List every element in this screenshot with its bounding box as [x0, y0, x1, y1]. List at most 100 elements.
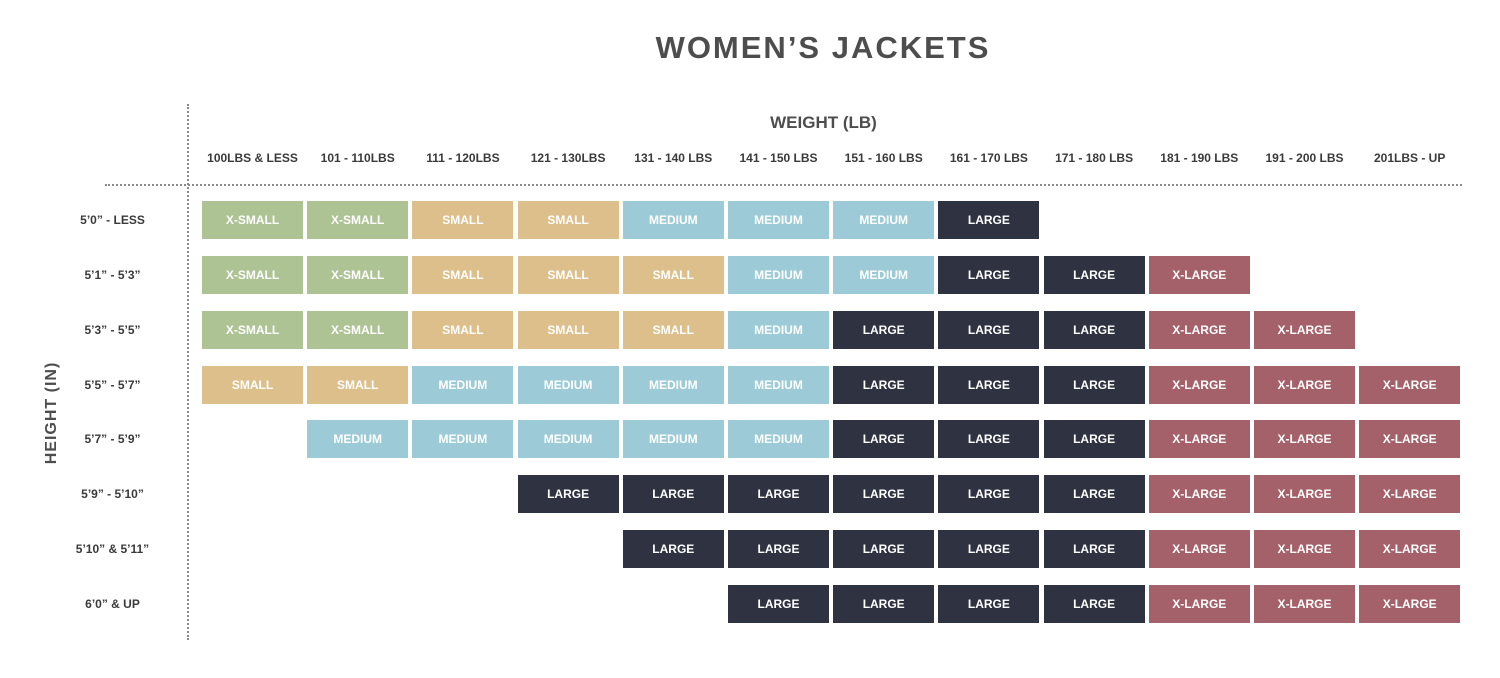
size-cell-large: LARGE: [833, 584, 935, 623]
height-row-header: 5’10” & 5’11”: [75, 542, 150, 557]
size-cell-x-large: X-LARGE: [1254, 584, 1355, 623]
height-row-header: 6’0” & UP: [85, 596, 140, 611]
size-cell-small: SMALL: [412, 201, 514, 239]
size-cell-x-small: X-SMALL: [202, 255, 303, 294]
size-cell-small: SMALL: [412, 310, 514, 349]
size-cell-x-large: X-LARGE: [1359, 475, 1461, 514]
size-cell-x-large: X-LARGE: [1148, 420, 1250, 459]
size-cell-medium: MEDIUM: [833, 255, 935, 294]
size-cell-large: LARGE: [728, 530, 829, 569]
weight-column-header: 121 - 130LBS: [530, 151, 606, 165]
size-cell-large: LARGE: [728, 584, 829, 623]
size-cell-x-small: X-SMALL: [307, 201, 409, 239]
size-cell-large: LARGE: [833, 420, 935, 459]
size-cell-large: LARGE: [1043, 475, 1145, 514]
height-row-header: 5’3” - 5’5”: [84, 322, 141, 337]
size-cell-medium: MEDIUM: [833, 201, 935, 239]
size-cell-large: LARGE: [1043, 255, 1145, 294]
size-cell-large: LARGE: [1043, 310, 1145, 349]
size-cell-small: SMALL: [517, 310, 619, 349]
size-cell-small: SMALL: [412, 255, 514, 294]
size-cell-large: LARGE: [517, 475, 619, 514]
size-cell-large: LARGE: [833, 365, 935, 404]
size-cell-x-large: X-LARGE: [1254, 530, 1355, 569]
size-cell-large: LARGE: [728, 475, 829, 514]
size-cell-large: LARGE: [938, 365, 1040, 404]
weight-column-header: 151 - 160 LBS: [844, 151, 923, 165]
size-cell-medium: MEDIUM: [728, 255, 829, 294]
size-cell-x-large: X-LARGE: [1359, 365, 1461, 404]
size-cell-large: LARGE: [622, 530, 724, 569]
weight-column-header: 171 - 180 LBS: [1055, 151, 1134, 165]
size-cell-x-small: X-SMALL: [202, 201, 303, 239]
size-cell-medium: MEDIUM: [728, 201, 829, 239]
weight-column-header: 181 - 190 LBS: [1160, 151, 1239, 165]
size-cell-medium: MEDIUM: [517, 365, 619, 404]
size-cell-large: LARGE: [938, 530, 1040, 569]
weight-column-header: 201LBS - UP: [1374, 151, 1446, 165]
size-cell-large: LARGE: [938, 475, 1040, 514]
size-cell-large: LARGE: [1043, 530, 1145, 569]
size-cell-large: LARGE: [833, 310, 935, 349]
size-cell-x-large: X-LARGE: [1359, 584, 1461, 623]
chart-title: WOMEN’S JACKETS: [655, 30, 991, 65]
size-cell-x-large: X-LARGE: [1359, 420, 1461, 459]
size-cell-x-large: X-LARGE: [1148, 255, 1250, 294]
weight-column-header: 111 - 120LBS: [426, 151, 500, 165]
height-row-header: 5’0” - LESS: [80, 213, 145, 227]
size-cell-large: LARGE: [622, 475, 724, 514]
height-row-header: 5’5” - 5’7”: [84, 377, 141, 392]
size-cell-medium: MEDIUM: [622, 420, 724, 459]
size-cell-small: SMALL: [622, 255, 724, 294]
size-cell-x-large: X-LARGE: [1148, 530, 1250, 569]
size-cell-large: LARGE: [1043, 584, 1145, 623]
horizontal-divider: [105, 184, 1462, 186]
size-cell-x-small: X-SMALL: [307, 255, 409, 294]
weight-column-header: 101 - 110LBS: [320, 151, 395, 165]
size-cell-x-large: X-LARGE: [1148, 310, 1250, 349]
weight-column-header: 100LBS & LESS: [207, 151, 298, 165]
weight-column-header: 191 - 200 LBS: [1265, 151, 1344, 165]
size-cell-small: SMALL: [622, 310, 724, 349]
size-cell-large: LARGE: [833, 475, 935, 514]
weight-column-header: 161 - 170 LBS: [949, 151, 1028, 165]
size-cell-large: LARGE: [1043, 365, 1145, 404]
size-cell-small: SMALL: [307, 365, 409, 404]
size-cell-medium: MEDIUM: [412, 365, 514, 404]
size-cell-x-large: X-LARGE: [1254, 475, 1355, 514]
weight-axis-label: WEIGHT (LB): [770, 113, 877, 132]
size-cell-x-large: X-LARGE: [1148, 475, 1250, 514]
size-cell-large: LARGE: [1043, 420, 1145, 459]
size-cell-small: SMALL: [202, 365, 303, 404]
size-cell-x-large: X-LARGE: [1148, 584, 1250, 623]
size-cell-small: SMALL: [517, 255, 619, 294]
size-cell-x-large: X-LARGE: [1148, 365, 1250, 404]
size-cell-x-large: X-LARGE: [1254, 365, 1355, 404]
size-cell-large: LARGE: [938, 310, 1040, 349]
size-cell-large: LARGE: [938, 420, 1040, 459]
size-cell-x-large: X-LARGE: [1359, 530, 1461, 569]
size-cell-medium: MEDIUM: [622, 201, 724, 239]
height-row-header: 5’7” - 5’9”: [84, 432, 141, 447]
size-cell-large: LARGE: [938, 584, 1040, 623]
weight-column-header: 131 - 140 LBS: [634, 151, 713, 165]
height-row-header: 5’9” - 5’10”: [81, 487, 144, 502]
vertical-divider: [187, 104, 189, 640]
size-cell-medium: MEDIUM: [728, 365, 829, 404]
size-cell-x-small: X-SMALL: [202, 310, 303, 349]
size-cell-medium: MEDIUM: [307, 420, 409, 459]
size-cell-x-small: X-SMALL: [307, 310, 409, 349]
size-cell-medium: MEDIUM: [728, 310, 829, 349]
size-cell-large: LARGE: [938, 201, 1040, 239]
weight-column-header: 141 - 150 LBS: [739, 151, 818, 165]
size-cell-x-large: X-LARGE: [1254, 420, 1355, 459]
size-cell-medium: MEDIUM: [622, 365, 724, 404]
size-cell-medium: MEDIUM: [517, 420, 619, 459]
size-cell-medium: MEDIUM: [412, 420, 514, 459]
size-cell-large: LARGE: [833, 530, 935, 569]
size-cell-small: SMALL: [517, 201, 619, 239]
height-row-header: 5’1” - 5’3”: [84, 267, 141, 282]
size-cell-x-large: X-LARGE: [1254, 310, 1355, 349]
size-cell-medium: MEDIUM: [728, 420, 829, 459]
size-cell-large: LARGE: [938, 255, 1040, 294]
